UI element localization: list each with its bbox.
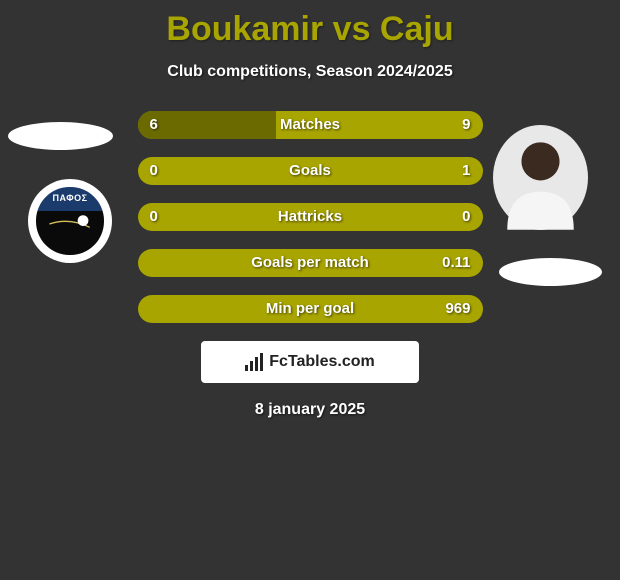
right-ellipse [499,258,602,286]
stat-label: Hattricks [138,203,483,231]
stat-row: Matches6 9 [138,111,483,139]
left-ellipse [8,122,113,150]
stat-label: Goals per match [138,249,483,277]
subtitle: Club competitions, Season 2024/2025 [0,63,620,81]
stat-label: Min per goal [138,295,483,323]
stat-row: Hattricks0 0 [138,203,483,231]
date-text: 8 january 2025 [0,401,620,419]
page-title: Boukamir vs Caju [0,0,620,49]
brand-text: FcTables.com [269,353,375,371]
stat-value-right: 0 [462,203,470,231]
player-photo-right [493,125,588,230]
stat-label: Matches [138,111,483,139]
club-crest-left: ΠΑΦΟΣ [28,179,112,263]
stat-value-right: 1 [462,157,470,185]
stat-value-left: 0 [150,203,158,231]
brand-badge[interactable]: FcTables.com [201,341,419,383]
stat-value-left: 0 [150,157,158,185]
stat-value-right: 969 [445,295,470,323]
stat-row: Goals per match0.11 [138,249,483,277]
chart-icon [245,353,263,371]
stat-value-left: 6 [150,111,158,139]
stat-row: Goals0 1 [138,157,483,185]
stat-row: Min per goal969 [138,295,483,323]
stat-value-right: 9 [462,111,470,139]
stat-label: Goals [138,157,483,185]
stats-table: Matches69Goals01Hattricks00Goals per mat… [138,111,483,323]
stat-value-right: 0.11 [442,249,470,277]
